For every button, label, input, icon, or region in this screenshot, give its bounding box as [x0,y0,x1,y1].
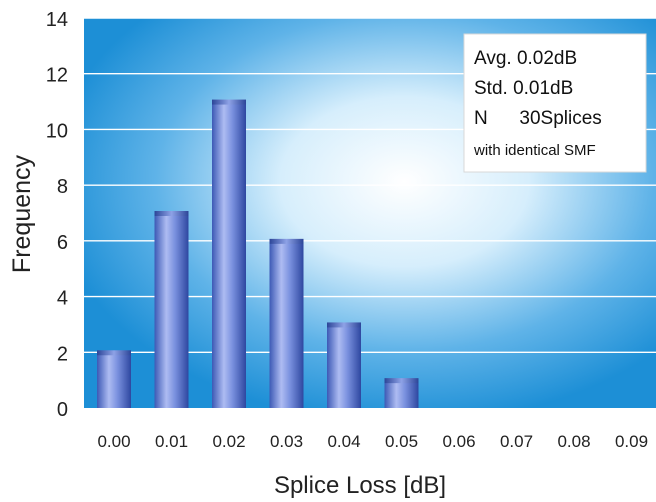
annotation-line-avg: Avg. 0.02dB [474,48,577,69]
bar-cap [154,211,189,216]
y-tick-labels: 0 2 4 6 8 10 12 14 [46,9,68,421]
x-tick-label: 0.02 [212,432,245,451]
annotation-line-std: Std. 0.01dB [474,78,573,99]
bar [269,240,304,408]
y-axis-label: Frequency [8,154,36,273]
x-tick-label: 0.04 [327,432,360,451]
x-tick-label: 0.06 [442,432,475,451]
bar-cap [384,378,419,384]
annotation-box: Avg. 0.02dB Std. 0.01dB N 30Splices with… [463,33,647,173]
bar-cap [327,322,361,328]
y-tick-label: 8 [57,176,68,198]
x-tick-label: 0.08 [557,432,590,451]
bar [212,101,246,409]
bar [97,352,131,408]
x-tick-label: 0.07 [500,432,533,451]
y-tick-label: 6 [57,232,68,254]
bar-cap [269,238,304,244]
annotation-line-n: N 30Splices [474,108,602,129]
x-tick-label: 0.00 [97,432,130,451]
y-tick-label: 0 [57,399,68,421]
bars [97,99,419,409]
y-tick-label: 4 [57,288,68,310]
x-tick-label: 0.03 [270,432,303,451]
x-axis-label: Splice Loss [dB] [274,472,446,499]
x-tick-label: 0.05 [385,432,418,451]
y-tick-label: 10 [46,120,68,142]
annotation-line-note: with identical SMF [473,142,596,159]
x-tick-labels: 0.00 0.01 0.02 0.03 0.04 0.05 0.06 0.07 0.08 0.09 [97,432,648,451]
bar [154,213,189,408]
bar [384,380,419,408]
x-tick-label: 0.01 [155,432,188,451]
bar-cap [212,99,246,105]
y-tick-label: 14 [46,9,68,31]
y-tick-label: 12 [46,65,68,87]
annotation-box-bg [463,33,647,173]
x-tick-label: 0.09 [615,432,648,451]
bar-cap [97,350,131,356]
y-tick-label: 2 [57,343,68,365]
bar [327,324,361,408]
